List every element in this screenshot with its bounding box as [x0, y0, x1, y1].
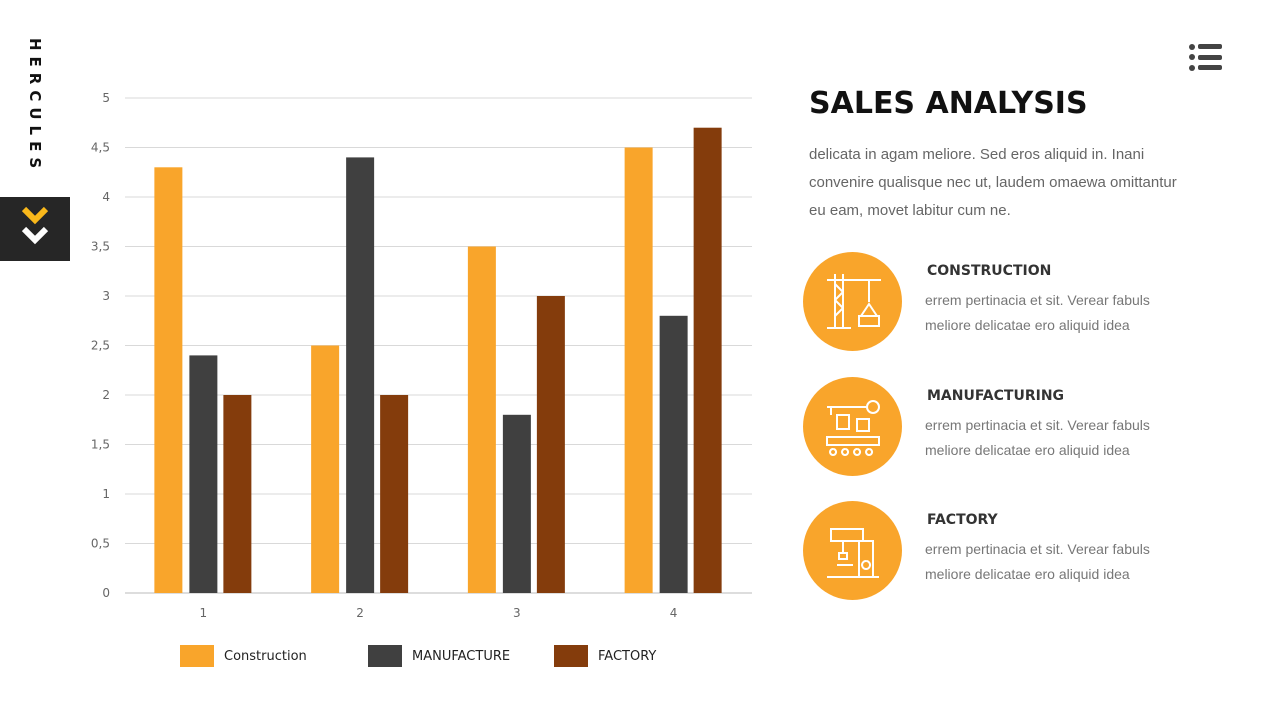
bar-construction — [311, 345, 340, 593]
bar-manufacture — [189, 355, 218, 593]
menu-icon[interactable] — [1188, 44, 1224, 72]
x-tick-label: 4 — [670, 606, 678, 620]
item-text: errem pertinacia et sit. Verear fabuls m… — [925, 417, 1150, 458]
x-tick-label: 1 — [200, 606, 208, 620]
legend-factory: FACTORY — [554, 645, 656, 667]
legend-label: MANUFACTURE — [412, 648, 511, 664]
legend-label: Construction — [224, 648, 307, 664]
y-tick-label: 5 — [102, 91, 110, 105]
legend-swatch — [554, 645, 588, 667]
y-tick-label: 3,5 — [91, 240, 110, 254]
y-tick-label: 2 — [102, 388, 110, 402]
y-tick-label: 0 — [102, 586, 110, 600]
assembly-line-icon — [803, 377, 902, 476]
y-tick-label: 4 — [102, 190, 110, 204]
bar-chart: 0 0,5 1 1,5 2 2,5 3 3,5 4 4,5 5 1 2 3 4 — [91, 91, 752, 620]
bar-manufacture — [659, 315, 688, 593]
item-construction: CONSTRUCTION errem pertinacia et sit. Ve… — [803, 252, 1223, 352]
bar-construction — [467, 246, 496, 593]
x-tick-label: 3 — [513, 606, 521, 620]
bar-factory — [380, 395, 409, 593]
legend-manufacture: MANUFACTURE — [368, 645, 510, 667]
page-title: SALES ANALYSIS — [809, 86, 1088, 121]
y-tick-label: 3 — [102, 289, 110, 303]
legend-label: FACTORY — [598, 648, 657, 664]
legend-swatch — [368, 645, 402, 667]
legend-swatch — [180, 645, 214, 667]
y-tick-label: 2,5 — [91, 339, 110, 353]
y-tick-label: 0,5 — [91, 537, 110, 551]
item-heading: CONSTRUCTION — [927, 263, 1052, 279]
chevron-down-icon[interactable] — [0, 197, 70, 261]
bar-manufacture — [346, 157, 375, 593]
bar-factory — [223, 395, 252, 593]
item-text: errem pertinacia et sit. Verear fabuls m… — [925, 541, 1150, 582]
bar-construction — [154, 167, 183, 594]
y-tick-label: 1,5 — [91, 438, 110, 452]
legend-construction: Construction — [180, 645, 307, 667]
bar-manufacture — [502, 414, 531, 593]
bar-factory — [693, 127, 722, 593]
bar-construction — [624, 147, 653, 593]
y-tick-label: 1 — [102, 487, 110, 501]
description: delicata in agam meliore. Sed eros aliqu… — [809, 146, 1177, 219]
y-tick-label: 4,5 — [91, 141, 110, 155]
crane-icon — [803, 252, 902, 351]
item-heading: MANUFACTURING — [927, 388, 1065, 404]
item-text: errem pertinacia et sit. Verear fabuls m… — [925, 292, 1150, 333]
item-manufacturing: MANUFACTURING errem pertinacia et sit. V… — [803, 377, 1223, 477]
machine-icon — [803, 501, 902, 600]
x-tick-label: 2 — [356, 606, 364, 620]
brand-logo: HERCULES — [26, 38, 44, 175]
bar-factory — [536, 296, 565, 593]
item-factory: FACTORY errem pertinacia et sit. Verear … — [803, 501, 1223, 601]
item-heading: FACTORY — [927, 512, 998, 528]
